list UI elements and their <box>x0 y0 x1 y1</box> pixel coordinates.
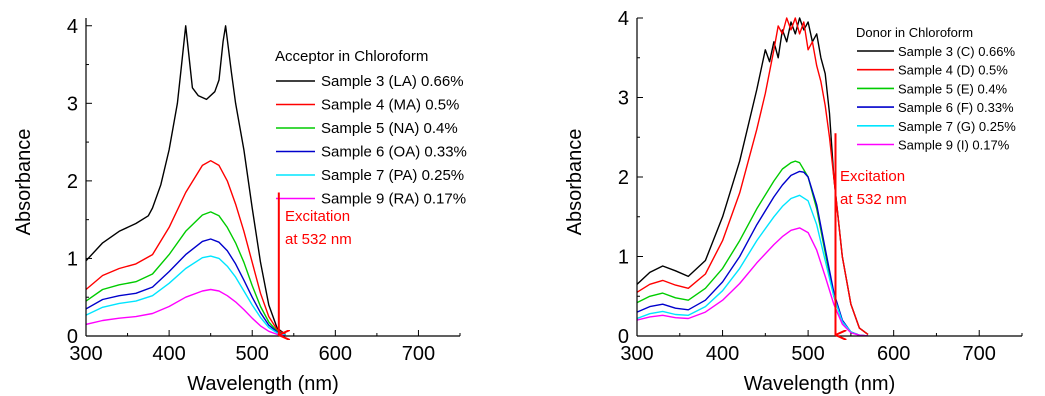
legend-entry: Sample 4 (D) 0.5% <box>898 63 1008 78</box>
legend-entry: Sample 9 (RA) 0.17% <box>321 191 466 208</box>
y-tick-label: 4 <box>618 8 629 30</box>
legend-entry: Sample 6 (F) 0.33% <box>898 100 1014 115</box>
y-tick-label: 0 <box>618 326 629 348</box>
y-tick-label: 2 <box>618 167 629 189</box>
x-tick-label: 300 <box>69 343 102 365</box>
annotation-text-line2: at 532 nm <box>285 231 352 248</box>
legend-entry: Sample 7 (PA) 0.25% <box>321 167 464 184</box>
x-axis-label: Wavelength (nm) <box>187 373 339 395</box>
y-tick-label: 3 <box>67 93 78 115</box>
legend-entry: Sample 3 (LA) 0.66% <box>321 73 464 90</box>
x-tick-label: 700 <box>963 343 996 365</box>
x-tick-label: 600 <box>877 343 910 365</box>
x-tick-label: 500 <box>791 343 824 365</box>
x-tick-label: 400 <box>706 343 739 365</box>
x-axis-label: Wavelength (nm) <box>744 373 896 395</box>
legend-entry: Sample 7 (G) 0.25% <box>898 119 1016 134</box>
series-line-4 <box>637 170 869 336</box>
y-tick-label: 3 <box>618 88 629 110</box>
series-line-3 <box>86 211 286 336</box>
legend-entry: Sample 5 (NA) 0.4% <box>321 120 458 137</box>
x-tick-label: 500 <box>236 343 269 365</box>
legend-entry: Sample 6 (OA) 0.33% <box>321 144 467 161</box>
legend-entry: Sample 4 (MA) 0.5% <box>321 97 459 114</box>
annotation-text-line1: Excitation <box>285 208 350 225</box>
y-tick-label: 4 <box>67 16 78 38</box>
annotation-text-line1: Excitation <box>840 168 905 185</box>
series-line-1 <box>637 17 869 335</box>
y-axis-label: Absorbance <box>564 129 586 236</box>
legend-entry: Sample 5 (E) 0.4% <box>898 81 1008 96</box>
series-line-6 <box>637 227 869 336</box>
series-line-6 <box>86 288 286 336</box>
legend: Donor in Chloroform Sample 3 (C) 0.66% Sam… <box>856 25 1016 153</box>
legend-entry: Sample 9 (I) 0.17% <box>898 138 1010 153</box>
series-line-5 <box>637 194 869 336</box>
y-axis-label: Absorbance <box>13 129 35 236</box>
legend-title: Acceptor in Chloroform <box>275 48 428 65</box>
x-tick-label: 300 <box>620 343 653 365</box>
x-tick-label: 400 <box>152 343 185 365</box>
x-tick-label: 600 <box>319 343 352 365</box>
series-line-1 <box>86 25 286 335</box>
series-line-5 <box>86 255 286 336</box>
chart-panel-left: 300 400 500 600 700 0 1 2 3 4 Wavelength (nm) Absor… <box>13 16 467 395</box>
y-tick-label: 1 <box>67 248 78 270</box>
y-tick-label: 0 <box>67 326 78 348</box>
legend-entry: Sample 3 (C) 0.66% <box>898 44 1015 59</box>
excitation-annotation: Excitation at 532 nm <box>277 192 352 335</box>
annotation-text-line2: at 532 nm <box>840 191 907 208</box>
chart-panel-right: 300 400 500 600 700 0 1 2 3 4 Wavelength (nm) Absor… <box>564 8 1023 395</box>
y-tick-label: 2 <box>67 171 78 193</box>
series-line-4 <box>86 238 286 336</box>
x-tick-label: 700 <box>402 343 435 365</box>
legend: Acceptor in Chloroform Sample 3 (LA) 0.66… <box>275 48 467 208</box>
series-line-2 <box>86 159 286 336</box>
legend-title: Donor in Chloroform <box>856 25 973 40</box>
excitation-annotation: Excitation at 532 nm <box>834 133 907 335</box>
series-line-2 <box>637 17 869 335</box>
y-tick-label: 1 <box>618 247 629 269</box>
